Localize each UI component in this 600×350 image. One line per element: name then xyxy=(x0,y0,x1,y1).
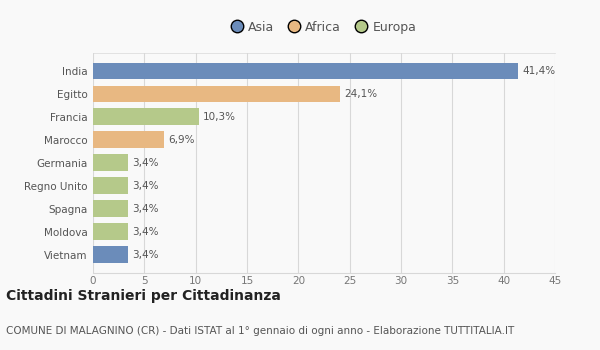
Bar xyxy=(93,246,128,263)
Text: Cittadini Stranieri per Cittadinanza: Cittadini Stranieri per Cittadinanza xyxy=(6,289,281,303)
Text: 10,3%: 10,3% xyxy=(203,112,236,122)
Bar xyxy=(93,85,340,102)
Bar xyxy=(93,201,128,217)
Legend: Asia, Africa, Europa: Asia, Africa, Europa xyxy=(228,17,420,37)
Bar xyxy=(93,63,518,79)
Text: 3,4%: 3,4% xyxy=(132,250,158,260)
Bar xyxy=(93,154,128,171)
Text: 3,4%: 3,4% xyxy=(132,204,158,214)
Text: 41,4%: 41,4% xyxy=(522,66,555,76)
Text: COMUNE DI MALAGNINO (CR) - Dati ISTAT al 1° gennaio di ogni anno - Elaborazione : COMUNE DI MALAGNINO (CR) - Dati ISTAT al… xyxy=(6,326,514,336)
Bar xyxy=(93,132,164,148)
Text: 24,1%: 24,1% xyxy=(344,89,377,99)
Text: 6,9%: 6,9% xyxy=(168,135,194,145)
Text: 3,4%: 3,4% xyxy=(132,227,158,237)
Bar xyxy=(93,177,128,194)
Bar xyxy=(93,223,128,240)
Bar xyxy=(93,108,199,125)
Text: 3,4%: 3,4% xyxy=(132,181,158,191)
Text: 3,4%: 3,4% xyxy=(132,158,158,168)
